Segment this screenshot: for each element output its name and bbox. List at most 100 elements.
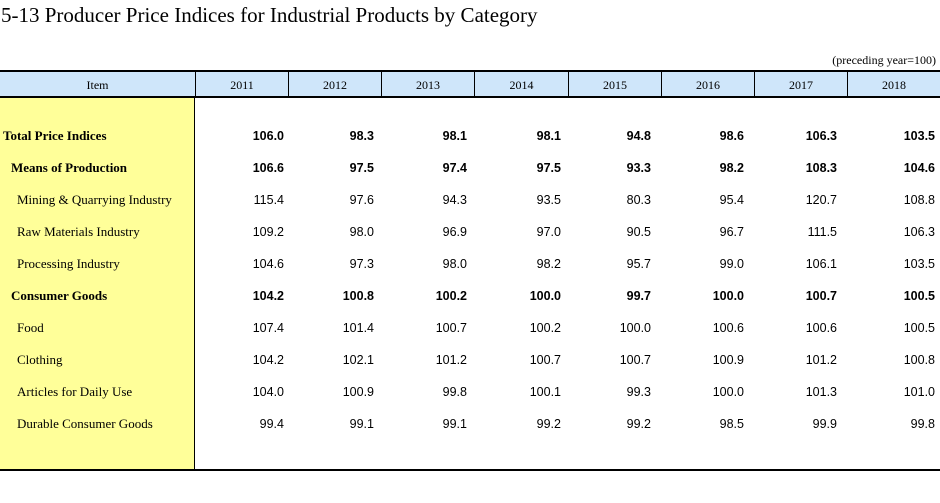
value-cell-2013: 99.8 — [442, 385, 467, 399]
header-year-2014: 2014 — [474, 72, 568, 96]
value-cell-2012: 97.5 — [349, 161, 374, 175]
table-bottom-rule — [0, 469, 940, 471]
value-cell-2017: 106.1 — [805, 257, 837, 271]
value-cell-2014: 100.1 — [529, 385, 561, 399]
value-cell-2016: 100.0 — [712, 385, 744, 399]
table-row: Raw Materials Industry 109.2 98.0 96.9 97.0 9… — [0, 216, 940, 248]
value-cell-2015: 94.8 — [626, 129, 651, 143]
value-cell-2018: 100.8 — [903, 353, 935, 367]
value-cell-2012: 98.0 — [349, 225, 374, 239]
row-label: Means of Production — [11, 160, 128, 175]
price-index-table: Item 2011 2012 2013 2014 2015 2016 2017 2018 Tot… — [0, 70, 940, 471]
value-cell-2015: 93.3 — [626, 161, 651, 175]
value-cell-2012: 100.9 — [342, 385, 374, 399]
row-label: Articles for Daily Use — [17, 384, 133, 399]
value-cell-2016: 96.7 — [719, 225, 744, 239]
value-cell-2015: 90.5 — [626, 225, 651, 239]
value-cell-2013: 97.4 — [442, 161, 467, 175]
value-cell-2017: 120.7 — [805, 193, 837, 207]
value-cell-2018: 100.5 — [903, 289, 935, 303]
row-label: Mining & Quarrying Industry — [17, 192, 172, 207]
row-label: Total Price Indices — [3, 128, 107, 143]
value-cell-2011: 104.2 — [252, 353, 284, 367]
value-cell-2013: 94.3 — [442, 193, 467, 207]
value-cell-2015: 99.3 — [626, 385, 651, 399]
value-cell-2018: 104.6 — [903, 161, 935, 175]
value-cell-2012: 99.1 — [349, 417, 374, 431]
table-row: Processing Industry 104.6 97.3 98.0 98.2 95.7… — [0, 248, 940, 280]
value-cell-2017: 99.9 — [812, 417, 837, 431]
value-cell-2017: 111.5 — [807, 225, 837, 239]
item-column-background — [0, 98, 195, 469]
row-label: Processing Industry — [17, 256, 120, 271]
value-cell-2015: 99.7 — [626, 289, 651, 303]
page-title: 5-13 Producer Price Indices for Industri… — [1, 3, 538, 27]
value-cell-2014: 100.2 — [529, 321, 561, 335]
value-cell-2013: 100.7 — [435, 321, 467, 335]
value-cell-2012: 100.8 — [342, 289, 374, 303]
value-cell-2013: 98.0 — [442, 257, 467, 271]
value-cell-2018: 100.5 — [903, 321, 935, 335]
value-cell-2012: 98.3 — [349, 129, 374, 143]
table-row: Durable Consumer Goods 99.4 99.1 99.1 99.2 99… — [0, 408, 940, 440]
value-cell-2014: 97.0 — [536, 225, 561, 239]
value-cell-2011: 109.2 — [252, 225, 284, 239]
value-cell-2017: 101.2 — [805, 353, 837, 367]
value-cell-2015: 100.0 — [619, 321, 651, 335]
value-cell-2011: 104.6 — [252, 257, 284, 271]
row-label: Raw Materials Industry — [17, 224, 140, 239]
table-row: Total Price Indices 106.0 98.3 98.1 98.1 94.8… — [0, 120, 940, 152]
value-cell-2011: 106.6 — [252, 161, 284, 175]
table-row: Food 107.4 101.4 100.7 100.2 100.0 100.6 100.6 1… — [0, 312, 940, 344]
value-cell-2013: 100.2 — [435, 289, 467, 303]
row-label: Consumer Goods — [11, 288, 108, 303]
row-label: Clothing — [17, 352, 63, 367]
value-cell-2016: 98.6 — [719, 129, 744, 143]
row-label: Durable Consumer Goods — [17, 416, 153, 431]
value-cell-2014: 98.1 — [536, 129, 561, 143]
value-cell-2017: 101.3 — [805, 385, 837, 399]
value-cell-2012: 97.6 — [349, 193, 374, 207]
value-cell-2013: 96.9 — [442, 225, 467, 239]
value-cell-2015: 99.2 — [626, 417, 651, 431]
value-cell-2018: 106.3 — [903, 225, 935, 239]
header-item: Item — [86, 78, 109, 92]
value-cell-2011: 106.0 — [252, 129, 284, 143]
header-year-2015: 2015 — [568, 72, 661, 96]
value-cell-2011: 104.2 — [252, 289, 284, 303]
row-label: Food — [17, 320, 44, 335]
value-cell-2011: 107.4 — [252, 321, 284, 335]
value-cell-2018: 103.5 — [903, 129, 935, 143]
value-cell-2012: 101.4 — [342, 321, 374, 335]
value-cell-2017: 106.3 — [805, 129, 837, 143]
value-cell-2013: 98.1 — [442, 129, 467, 143]
value-cell-2016: 95.4 — [719, 193, 744, 207]
value-cell-2018: 108.8 — [903, 193, 935, 207]
value-cell-2018: 103.5 — [903, 257, 935, 271]
header-year-2016: 2016 — [661, 72, 754, 96]
value-cell-2011: 115.4 — [253, 193, 284, 207]
value-cell-2012: 102.1 — [342, 353, 374, 367]
value-cell-2012: 97.3 — [349, 257, 374, 271]
value-cell-2017: 100.6 — [805, 321, 837, 335]
value-cell-2017: 100.7 — [805, 289, 837, 303]
value-cell-2017: 108.3 — [805, 161, 837, 175]
header-year-2012: 2012 — [288, 72, 381, 96]
header-year-2017: 2017 — [754, 72, 847, 96]
value-cell-2016: 98.5 — [719, 417, 744, 431]
value-cell-2018: 99.8 — [910, 417, 935, 431]
value-cell-2013: 99.1 — [442, 417, 467, 431]
value-cell-2016: 99.0 — [719, 257, 744, 271]
value-cell-2016: 100.0 — [712, 289, 744, 303]
value-cell-2014: 100.7 — [529, 353, 561, 367]
value-cell-2016: 100.6 — [712, 321, 744, 335]
table-header-row: Item 2011 2012 2013 2014 2015 2016 2017 2018 — [0, 70, 940, 98]
table-row: Consumer Goods 104.2 100.8 100.2 100.0 99.7 10… — [0, 280, 940, 312]
value-cell-2015: 95.7 — [626, 257, 651, 271]
table-row: Means of Production 106.6 97.5 97.4 97.5 93.3… — [0, 152, 940, 184]
value-cell-2014: 100.0 — [529, 289, 561, 303]
value-cell-2014: 99.2 — [536, 417, 561, 431]
value-cell-2011: 104.0 — [252, 385, 284, 399]
table-row: Mining & Quarrying Industry 115.4 97.6 94.3… — [0, 184, 940, 216]
value-cell-2016: 100.9 — [712, 353, 744, 367]
